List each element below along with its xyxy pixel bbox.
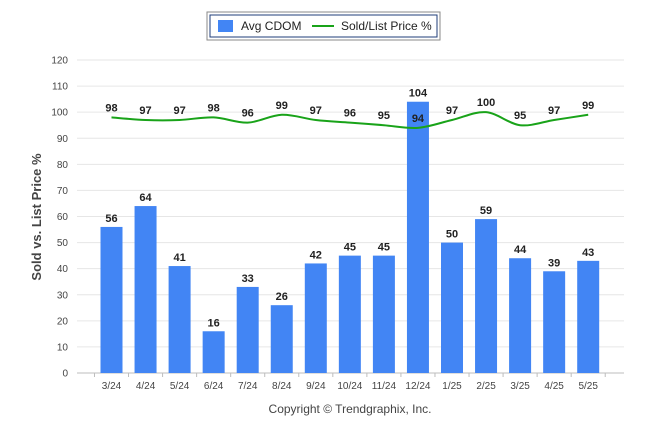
bar-value-label: 45 bbox=[344, 242, 356, 254]
line-series bbox=[111, 111, 589, 129]
y-tick-label: 50 bbox=[57, 238, 69, 249]
bar-value-label: 41 bbox=[173, 252, 185, 264]
bar-value-label: 56 bbox=[105, 213, 117, 225]
x-axis-ticks: 3/24 4/24 5/24 6/24 7/24 8/24 9/24 10/24 11/24 12… bbox=[93, 373, 606, 392]
line-value-label: 96 bbox=[344, 108, 356, 120]
bar bbox=[406, 101, 429, 373]
bar bbox=[338, 255, 361, 373]
bar-value-label: 26 bbox=[276, 291, 288, 303]
bar-value-label: 50 bbox=[446, 229, 458, 241]
x-tick-label: 8/24 bbox=[272, 381, 292, 392]
x-tick-label: 9/24 bbox=[306, 381, 326, 392]
x-tick-label: 4/24 bbox=[136, 381, 156, 392]
x-tick-label: 5/25 bbox=[578, 381, 598, 392]
y-tick-label: 0 bbox=[62, 369, 68, 380]
line-value-label: 94 bbox=[412, 113, 425, 125]
x-tick-label: 2/25 bbox=[476, 381, 496, 392]
y-tick-label: 30 bbox=[57, 290, 69, 301]
bar-value-label: 44 bbox=[514, 244, 527, 256]
y-tick-label: 60 bbox=[57, 212, 69, 223]
bar bbox=[270, 305, 293, 373]
line-value-label: 97 bbox=[548, 105, 560, 117]
bar bbox=[202, 331, 225, 373]
line-path bbox=[111, 111, 589, 129]
y-axis-ticks: 0 10 20 30 40 50 60 70 80 90 100 110 120 bbox=[51, 56, 68, 380]
bar-value-label: 33 bbox=[242, 273, 254, 285]
line-value-label: 99 bbox=[276, 100, 288, 112]
bar bbox=[475, 219, 498, 373]
bar bbox=[577, 260, 600, 373]
bar bbox=[236, 286, 259, 373]
x-tick-label: 1/25 bbox=[442, 381, 462, 392]
line-value-label: 96 bbox=[242, 108, 254, 120]
legend-label-avg-cdom: Avg CDOM bbox=[241, 19, 301, 33]
bar-value-label: 59 bbox=[480, 205, 492, 217]
line-value-label: 98 bbox=[208, 102, 220, 114]
y-tick-label: 20 bbox=[57, 316, 69, 327]
y-tick-label: 90 bbox=[57, 134, 69, 145]
bar bbox=[509, 258, 532, 373]
bar bbox=[372, 255, 395, 373]
bar-value-label: 43 bbox=[582, 247, 594, 259]
bar bbox=[441, 242, 463, 373]
legend: Avg CDOM Sold/List Price % bbox=[206, 11, 441, 41]
y-tick-label: 80 bbox=[57, 160, 69, 171]
y-tick-label: 70 bbox=[57, 186, 69, 197]
line-value-label: 95 bbox=[378, 110, 390, 122]
line-value-label: 98 bbox=[105, 102, 117, 114]
bar-value-label: 42 bbox=[310, 249, 322, 261]
x-tick-label: 11/24 bbox=[372, 381, 397, 392]
bar-value-label: 45 bbox=[378, 242, 390, 254]
x-tick-label: 3/25 bbox=[510, 381, 530, 392]
bar-data-labels: 56 64 41 16 33 26 42 45 45 104 50 59 44 39 43 bbox=[105, 88, 594, 330]
bar bbox=[168, 266, 191, 373]
bar bbox=[543, 271, 566, 373]
x-tick-label: 3/24 bbox=[102, 381, 122, 392]
x-tick-label: 4/25 bbox=[544, 381, 564, 392]
line-data-labels: 98 97 97 98 96 99 97 96 95 94 97 100 95 97 99 bbox=[105, 97, 594, 125]
bar bbox=[304, 263, 327, 373]
line-value-label: 97 bbox=[446, 105, 458, 117]
bar-value-label: 39 bbox=[548, 257, 560, 269]
line-value-label: 95 bbox=[514, 110, 526, 122]
x-tick-label: 5/24 bbox=[170, 381, 190, 392]
y-tick-label: 110 bbox=[52, 82, 68, 93]
y-tick-label: 100 bbox=[51, 108, 68, 119]
x-tick-label: 12/24 bbox=[405, 381, 430, 392]
bar bbox=[100, 226, 123, 373]
x-tick-label: 10/24 bbox=[337, 381, 362, 392]
line-value-label: 97 bbox=[173, 105, 185, 117]
bar-series bbox=[100, 101, 600, 373]
y-tick-label: 10 bbox=[57, 342, 69, 353]
line-value-label: 100 bbox=[477, 97, 495, 109]
y-tick-label: 40 bbox=[57, 264, 69, 275]
bar-value-label: 16 bbox=[208, 317, 220, 329]
line-value-label: 99 bbox=[582, 100, 594, 112]
y-axis-label: Sold vs. List Price % bbox=[29, 153, 44, 281]
bar-value-label: 64 bbox=[139, 192, 152, 204]
bar-value-label: 104 bbox=[409, 88, 428, 100]
y-tick-label: 120 bbox=[51, 56, 68, 67]
x-tick-label: 7/24 bbox=[238, 381, 258, 392]
line-value-label: 97 bbox=[310, 105, 322, 117]
copyright-text: Copyright © Trendgraphix, Inc. bbox=[269, 402, 432, 416]
bar bbox=[134, 206, 157, 373]
line-value-label: 97 bbox=[139, 105, 151, 117]
legend-swatch-avg-cdom bbox=[218, 20, 233, 32]
legend-label-sold-list: Sold/List Price % bbox=[341, 19, 432, 33]
x-tick-label: 6/24 bbox=[204, 381, 224, 392]
